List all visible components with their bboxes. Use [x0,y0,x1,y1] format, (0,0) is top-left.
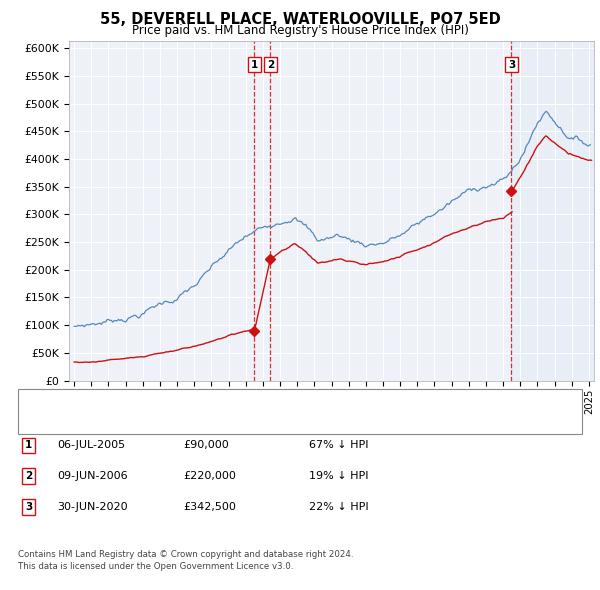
Text: 1: 1 [25,441,32,450]
Text: 2: 2 [25,471,32,481]
Text: HPI: Average price, detached house, Havant: HPI: Average price, detached house, Hava… [69,417,289,426]
Bar [511,41,594,381]
Text: 3: 3 [508,60,515,70]
Text: 30-JUN-2020: 30-JUN-2020 [57,502,128,512]
Text: 55, DEVERELL PLACE, WATERLOOVILLE, PO7 5ED: 55, DEVERELL PLACE, WATERLOOVILLE, PO7 5… [100,12,500,27]
Text: £342,500: £342,500 [183,502,236,512]
Text: £220,000: £220,000 [183,471,236,481]
Text: 55, DEVERELL PLACE, WATERLOOVILLE, PO7 5ED (detached house): 55, DEVERELL PLACE, WATERLOOVILLE, PO7 5… [69,397,403,407]
Text: 67% ↓ HPI: 67% ↓ HPI [309,441,368,450]
Text: This data is licensed under the Open Government Licence v3.0.: This data is licensed under the Open Gov… [18,562,293,571]
Text: 19% ↓ HPI: 19% ↓ HPI [309,471,368,481]
Text: 3: 3 [25,502,32,512]
Text: Price paid vs. HM Land Registry's House Price Index (HPI): Price paid vs. HM Land Registry's House … [131,24,469,37]
Text: 06-JUL-2005: 06-JUL-2005 [57,441,125,450]
Text: 22% ↓ HPI: 22% ↓ HPI [309,502,368,512]
Text: 09-JUN-2006: 09-JUN-2006 [57,471,128,481]
Text: 2: 2 [267,60,274,70]
Text: £90,000: £90,000 [183,441,229,450]
Text: Contains HM Land Registry data © Crown copyright and database right 2024.: Contains HM Land Registry data © Crown c… [18,550,353,559]
Text: 1: 1 [251,60,258,70]
